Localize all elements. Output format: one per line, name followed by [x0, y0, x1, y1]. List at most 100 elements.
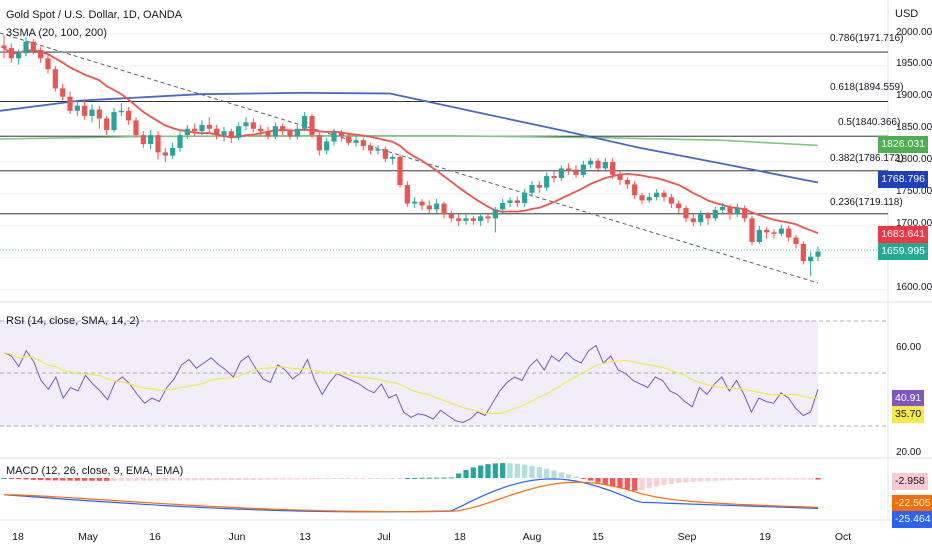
macd-hist-bar: [808, 478, 814, 480]
macd-hist-bar: [338, 478, 344, 479]
price-tick: 1900.000: [896, 90, 932, 101]
macd-hist-bar: [133, 478, 139, 481]
candle-body: [690, 218, 696, 223]
macd-hist-bar: [661, 478, 667, 486]
candle-body: [390, 156, 396, 159]
date-tick: 15: [592, 531, 604, 543]
macd-hist-bar: [16, 478, 22, 480]
price-tick: 1700.000: [896, 218, 932, 229]
candle-body: [522, 192, 528, 203]
candle-body: [566, 168, 572, 170]
macd-hist-bar: [258, 478, 264, 480]
current-price-tag: 1659.995: [878, 243, 928, 260]
macd-hist-bar: [742, 478, 748, 480]
candle-body: [1, 45, 7, 49]
candle-body: [346, 136, 352, 143]
macd-hist-bar: [426, 477, 432, 479]
macd-hist-bar: [214, 478, 220, 481]
candle-body: [529, 185, 535, 193]
candle-body: [52, 69, 58, 89]
macd-hist-bar: [580, 478, 586, 479]
macd-hist-bar: [140, 478, 146, 481]
macd-hist-bar: [705, 478, 711, 482]
macd-hist-bar: [206, 478, 212, 481]
macd-hist-bar: [265, 478, 271, 480]
fib-label: 0.5(1840.366): [838, 117, 901, 128]
candle-body: [302, 115, 308, 129]
candle-body: [727, 206, 733, 215]
macd-hist-bar: [485, 464, 491, 478]
macd-hist-bar: [184, 478, 190, 481]
candle-body: [551, 176, 557, 178]
macd-value-tag: -25.464: [892, 511, 932, 528]
candle-body: [45, 58, 51, 70]
macd-hist-bar: [551, 470, 557, 478]
candle-body: [456, 218, 462, 221]
macd-hist-bar: [734, 478, 740, 481]
macd-hist-bar: [346, 478, 352, 479]
macd-hist-bar: [162, 478, 168, 481]
macd-hist-bar: [280, 478, 286, 480]
date-tick: Jul: [377, 531, 391, 543]
macd-indicator-label[interactable]: MACD (12, 26, close, 9, EMA, EMA): [6, 465, 184, 477]
candle-body: [126, 110, 132, 121]
macd-hist-bar: [60, 478, 66, 481]
candle-body: [243, 122, 249, 127]
candle-body: [771, 232, 777, 234]
trendline[interactable]: [0, 32, 819, 284]
macd-hist-bar: [104, 478, 110, 481]
macd-hist-bar: [632, 478, 638, 491]
sma-indicator-label[interactable]: 3SMA (20, 100, 200): [6, 27, 107, 39]
date-tick: Oct: [834, 531, 852, 543]
currency-label: USD: [895, 8, 919, 20]
candle-body: [8, 48, 14, 59]
signal-line: [3, 481, 819, 513]
macd-hist-bar: [778, 478, 784, 480]
date-tick: 18: [12, 531, 24, 543]
macd-hist-bar: [294, 478, 300, 480]
macd-hist-bar: [8, 478, 14, 479]
candle-body: [360, 140, 366, 146]
candle-body: [294, 128, 300, 137]
macd-hist-bar: [573, 476, 579, 478]
macd-hist-bar: [148, 478, 154, 481]
candle-body: [573, 169, 579, 175]
candle-body: [118, 110, 124, 113]
macd-hist-bar: [360, 478, 366, 479]
candle-body: [793, 237, 799, 244]
candle-body: [705, 214, 711, 219]
macd-hist-bar: [177, 478, 183, 481]
date-tick: Sep: [677, 531, 697, 543]
candle-body: [104, 118, 110, 130]
candle-body: [96, 109, 102, 119]
candle-body: [111, 112, 117, 130]
candle-body: [338, 132, 344, 137]
macd-hist-bar: [382, 478, 388, 479]
candle-body: [375, 149, 381, 151]
price-tick: 1950.000: [896, 58, 932, 69]
candle-body: [778, 228, 784, 234]
macd-hist-bar: [302, 478, 308, 480]
macd-hist-bar: [815, 478, 821, 480]
date-tick: 19: [759, 531, 771, 543]
fib-label: 0.786(1971.716): [830, 33, 904, 44]
candle-body: [448, 214, 454, 219]
date-tick: 18: [454, 531, 466, 543]
macd-hist-bar: [155, 478, 161, 481]
candle-body: [155, 135, 161, 153]
candle-body: [23, 41, 29, 54]
candle-body: [412, 201, 418, 204]
candle-body: [800, 243, 806, 262]
macd-hist-bar: [74, 478, 80, 481]
candle-body: [588, 160, 594, 165]
macd-hist-bar: [390, 478, 396, 479]
macd-hist-bar: [89, 478, 95, 481]
date-tick: Aug: [522, 531, 542, 543]
candle-body: [426, 205, 432, 210]
candle-body: [148, 135, 154, 145]
rsi-indicator-label[interactable]: RSI (14, close, SMA, 14, 2): [6, 315, 140, 327]
price-tick: 1750.000: [896, 186, 932, 197]
macd-hist-bar: [500, 463, 506, 478]
candle-body: [16, 53, 22, 59]
